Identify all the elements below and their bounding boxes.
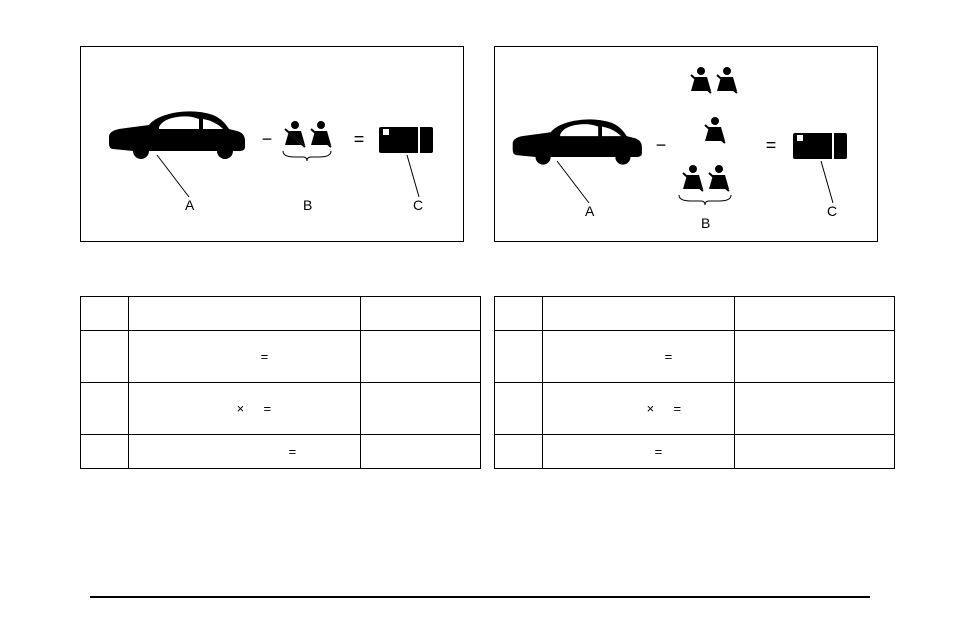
minus-operator: − [262,129,273,149]
cell-val [735,383,895,435]
seatbelt-person-icon [705,117,725,143]
cell-val [735,297,895,331]
cell-n [81,435,129,469]
cargo-icon [379,127,433,153]
cell-desc: × = [543,383,735,435]
cell-n [495,383,543,435]
diagram-label-a: A [585,203,594,219]
diagram-label-b: B [701,215,710,231]
car-icon [513,119,642,164]
footer-rule [90,596,870,598]
cell-desc: = [543,435,735,469]
equals-operator: = [354,129,365,149]
equals-text: = [263,401,271,416]
seatbelt-person-icon [311,121,331,147]
table-row: × = [495,383,895,435]
cell-n [495,435,543,469]
right-diagram-panel: − [494,46,878,242]
cell-val [735,331,895,383]
cell-desc [129,297,361,331]
cell-n [495,297,543,331]
times-text: × [237,401,245,416]
equals-text: = [289,444,297,459]
diagram-label-c: C [413,197,423,213]
cargo-icon [793,133,847,159]
cell-n [81,331,129,383]
left-table: = × = [80,296,481,469]
equals-text: = [655,444,663,459]
diagram-label-b: B [303,197,312,213]
cell-val [361,297,481,331]
passenger-group [679,67,737,205]
passenger-group [283,121,331,161]
table-row: = [81,331,481,383]
left-diagram-panel: − = [80,46,464,242]
cell-val [735,435,895,469]
table-row: × = [81,383,481,435]
cell-desc [543,297,735,331]
seatbelt-person-icon [709,165,729,191]
cell-desc: × = [129,383,361,435]
cell-n [81,297,129,331]
seatbelt-person-icon [285,121,305,147]
minus-operator: − [656,135,667,155]
equals-text: = [673,401,681,416]
diagram-label-a: A [185,197,194,213]
cell-val [361,435,481,469]
cell-val [361,383,481,435]
equals-text: = [261,349,269,364]
cell-n [495,331,543,383]
cell-val [361,331,481,383]
equals-operator: = [766,135,777,155]
table-row [495,297,895,331]
car-icon [109,111,245,159]
seatbelt-person-icon [717,67,737,93]
left-diagram-svg: − = [81,47,465,243]
times-text: × [647,401,655,416]
cell-n [81,383,129,435]
table-row: = [495,435,895,469]
equals-text: = [665,349,673,364]
cell-desc: = [129,331,361,383]
table-row: = [81,435,481,469]
seatbelt-person-icon [683,165,703,191]
diagram-label-c: C [827,203,837,219]
seatbelt-person-icon [691,67,711,93]
right-diagram-svg: − [495,47,879,243]
table-row: = [495,331,895,383]
cell-desc: = [543,331,735,383]
cell-desc: = [129,435,361,469]
right-table: = × = [494,296,895,469]
table-row [81,297,481,331]
